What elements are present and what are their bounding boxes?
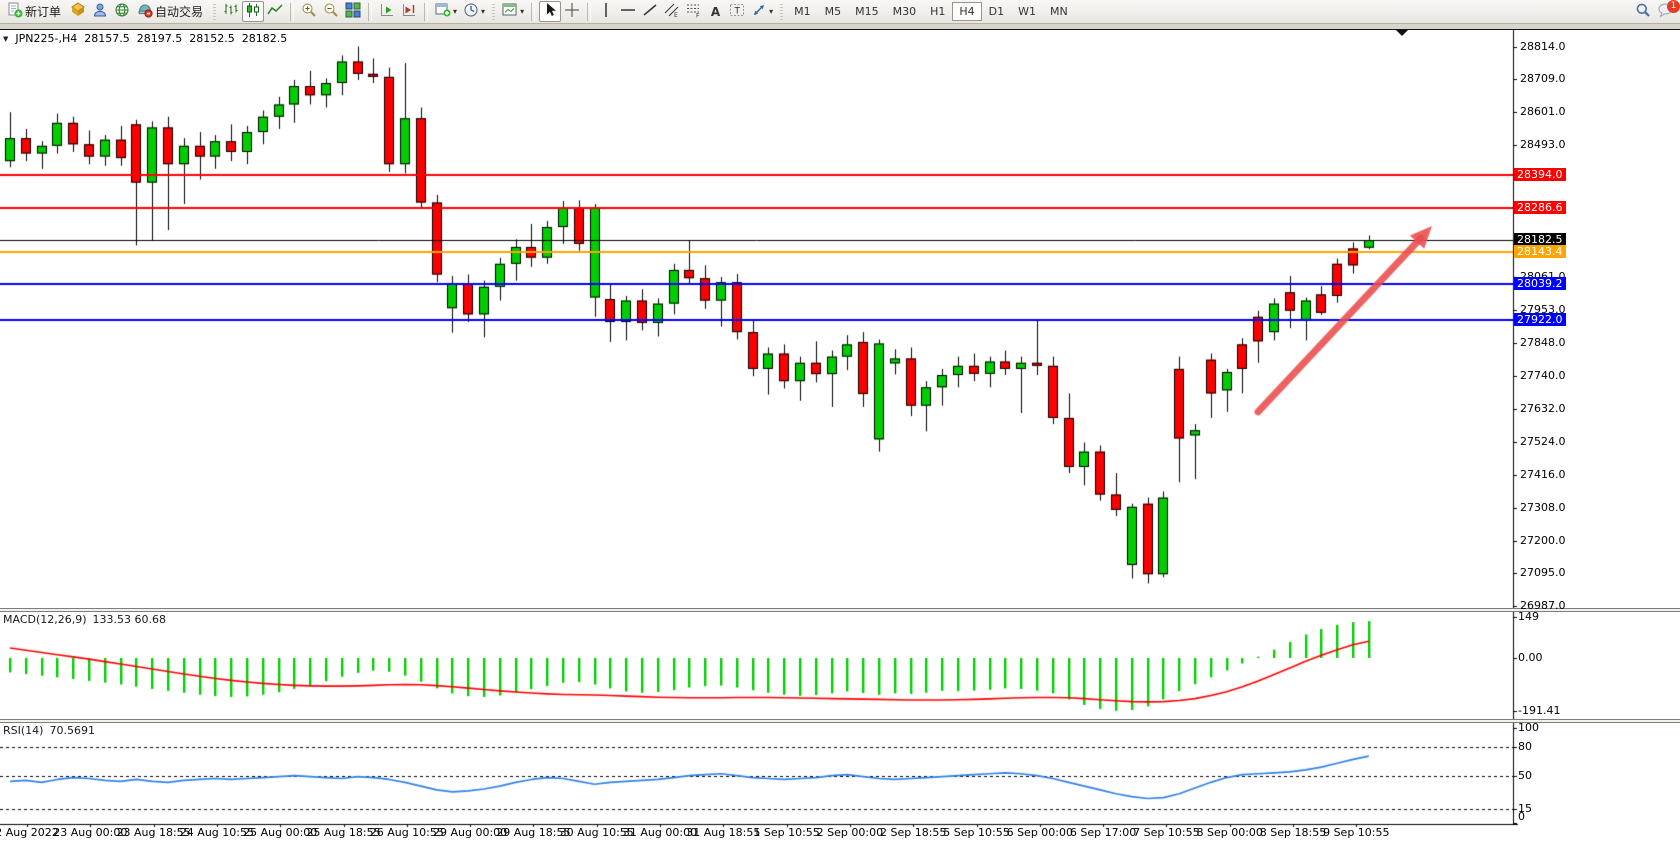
rsi-value: 70.5691 [49,724,95,737]
rsi-indicator-label: RSI(14) 70.5691 [3,724,95,737]
close-value: 28182.5 [241,32,288,45]
macd-name: MACD(12,26,9) [3,613,87,626]
pane-separator[interactable] [0,608,1680,612]
high-value: 28197.5 [136,32,183,45]
symbol-period-label: JPN225-,H4 [15,32,78,45]
chart-title: ▼ JPN225-,H4 28157.5 28197.5 28152.5 281… [3,32,287,45]
pane-separator[interactable] [0,719,1680,723]
macd-values: 133.53 60.68 [92,613,167,626]
low-value: 28152.5 [189,32,235,45]
open-value: 28157.5 [84,32,130,45]
macd-indicator-label: MACD(12,26,9) 133.53 60.68 [3,613,166,626]
rsi-name: RSI(14) [3,724,44,737]
symbol-menu-caret-icon[interactable]: ▼ [3,34,9,43]
